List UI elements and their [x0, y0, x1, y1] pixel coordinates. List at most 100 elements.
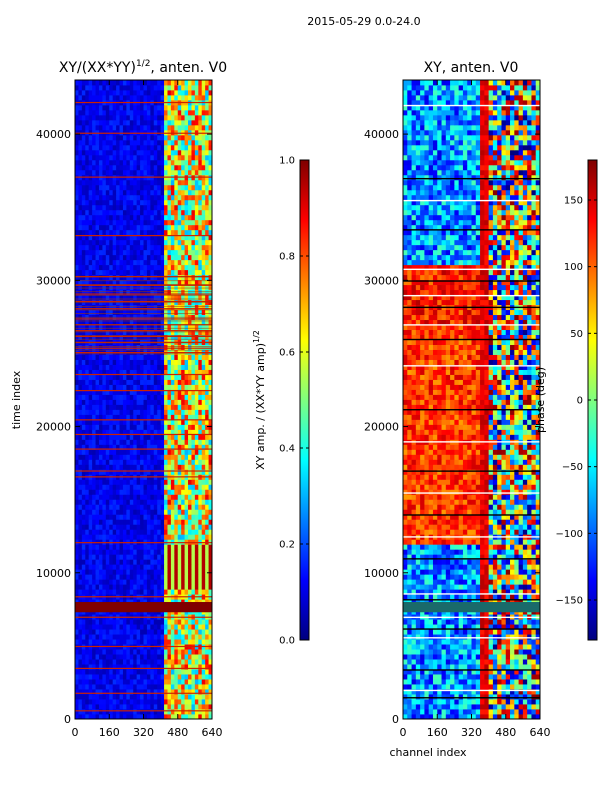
left-heatmap-cell	[140, 104, 144, 111]
left-heatmap-cell	[208, 169, 212, 176]
left-heatmap-cell	[85, 654, 90, 660]
left-heatmap-cell	[198, 449, 203, 455]
left-heatmap-cell	[208, 279, 212, 286]
left-heatmap-cell	[177, 214, 182, 221]
left-heatmap-cell	[133, 514, 138, 520]
left-heatmap-cell	[208, 639, 212, 645]
left-heatmap-cell	[150, 444, 155, 450]
left-heatmap-cell	[181, 554, 185, 560]
left-heatmap-cell	[198, 179, 203, 186]
left-heatmap-cell	[170, 439, 175, 445]
left-heatmap-cell	[95, 504, 100, 510]
left-heatmap-cell	[181, 694, 185, 700]
left-heatmap-cell	[78, 619, 83, 625]
left-heatmap-cell	[205, 324, 209, 331]
left-heatmap-cell	[181, 649, 185, 655]
left-heatmap-cell	[88, 234, 93, 241]
left-heatmap-cell	[78, 514, 83, 520]
left-heatmap-cell	[95, 374, 100, 380]
left-heatmap-cell	[146, 394, 151, 400]
left-heatmap-cell	[198, 519, 203, 525]
left-heatmap-cell	[112, 519, 117, 525]
left-heatmap-cell	[75, 279, 79, 286]
left-heatmap-cell	[116, 304, 120, 311]
left-heatmap-cell	[98, 624, 103, 630]
left-heatmap-cell	[119, 309, 124, 316]
left-heatmap-cell	[177, 494, 182, 500]
left-heatmap-cell	[184, 134, 189, 141]
left-heatmap-cell	[184, 579, 189, 585]
left-heatmap-cell	[170, 529, 175, 535]
left-heatmap-cell	[194, 259, 199, 266]
left-heatmap-cell	[95, 549, 100, 555]
left-heatmap-cell	[157, 434, 162, 440]
left-heatmap-cell	[194, 624, 199, 630]
left-heatmap-cell	[98, 309, 103, 316]
left-heatmap-cell	[105, 449, 110, 455]
left-heatmap-cell	[92, 634, 96, 640]
left-heatmap-cell	[205, 559, 209, 565]
left-heatmap-cell	[136, 499, 141, 505]
left-heatmap-cell	[88, 244, 93, 251]
left-heatmap-cell	[188, 714, 192, 719]
left-heatmap-cell	[88, 169, 93, 176]
left-heatmap-cell	[112, 244, 117, 251]
left-heatmap-cell	[129, 634, 134, 640]
left-heatmap-cell	[150, 574, 155, 580]
left-heatmap-cell	[160, 149, 165, 156]
left-heatmap-cell	[112, 714, 117, 719]
left-heatmap-cell	[184, 179, 189, 186]
left-heatmap-cell	[184, 249, 189, 256]
left-heatmap-cell	[160, 699, 165, 705]
left-heatmap-cell	[170, 354, 175, 360]
left-heatmap-cell	[143, 214, 148, 221]
left-heatmap-cell	[119, 699, 124, 705]
left-heatmap-cell	[85, 589, 90, 595]
left-heatmap-cell	[160, 429, 165, 435]
left-heatmap-cell	[140, 494, 144, 500]
left-heatmap-cell	[95, 134, 100, 141]
left-heatmap-cell	[78, 649, 83, 655]
left-heatmap-cell	[136, 309, 141, 316]
left-heatmap-cell	[78, 589, 83, 595]
left-heatmap-cell	[201, 204, 206, 211]
left-heatmap-cell	[98, 529, 103, 535]
left-heatmap-cell	[167, 659, 172, 665]
left-heatmap-cell	[153, 679, 158, 685]
left-heatmap-cell	[109, 149, 114, 156]
left-heatmap-cell	[191, 704, 196, 710]
left-heatmap-cell	[191, 664, 196, 670]
left-heatmap-cell	[88, 509, 93, 515]
left-heatmap-cell	[164, 269, 168, 276]
left-heatmap-cell	[174, 244, 179, 251]
left-heatmap-cell	[201, 169, 206, 176]
left-heatmap-cell	[208, 434, 212, 440]
left-heatmap-cell	[181, 539, 185, 545]
left-heatmap-cell	[198, 459, 203, 465]
left-heatmap-cell	[122, 254, 127, 261]
left-heatmap-cell	[98, 404, 103, 410]
left-heatmap-cell	[136, 344, 141, 350]
left-heatmap-cell	[201, 694, 206, 700]
left-heatmap-cell	[143, 104, 148, 111]
left-heatmap-cell	[150, 164, 155, 171]
left-heatmap-cell	[194, 229, 199, 236]
left-heatmap-cell	[150, 709, 155, 715]
left-heatmap-cell	[150, 544, 155, 550]
left-heatmap-cell	[88, 699, 93, 705]
left-heatmap-cell	[102, 489, 107, 495]
left-heatmap-cell	[95, 519, 100, 525]
left-heatmap-cell	[109, 694, 114, 700]
left-heatmap-cell	[126, 309, 131, 316]
left-heatmap-cell	[122, 379, 127, 385]
left-heatmap-cell	[194, 149, 199, 156]
left-heatmap-cell	[160, 589, 165, 595]
left-heatmap-cell	[105, 264, 110, 271]
left-heatmap-cell	[191, 209, 196, 216]
left-heatmap-cell	[85, 529, 90, 535]
left-heatmap-cell	[167, 494, 172, 500]
left-heatmap-cell	[181, 584, 185, 590]
left-heatmap-cell	[184, 524, 189, 530]
left-heatmap-cell	[105, 109, 110, 116]
